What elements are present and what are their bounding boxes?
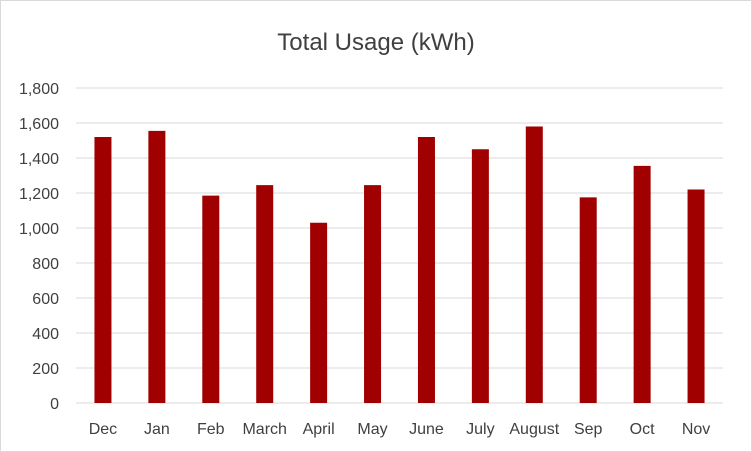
x-tick-label: March <box>242 421 286 438</box>
y-tick-label: 1,800 <box>19 81 59 98</box>
x-tick-label: Jan <box>144 421 170 438</box>
bar-april <box>310 222 328 403</box>
x-tick-label: July <box>466 421 494 438</box>
x-axis-labels: Dec Jan Feb March April May June July August Sep O… <box>89 421 711 438</box>
x-tick-label: May <box>357 421 387 438</box>
bar-oct <box>633 165 651 403</box>
x-tick-label: Feb <box>197 421 225 438</box>
bar-jan <box>148 130 166 403</box>
y-tick-label: 1,000 <box>19 221 59 238</box>
x-tick-label: August <box>509 421 559 438</box>
x-tick-label: April <box>303 421 335 438</box>
bar-may <box>364 185 382 403</box>
x-tick-label: June <box>409 421 444 438</box>
y-tick-label: 400 <box>32 326 59 343</box>
bar-august <box>525 126 543 403</box>
gridlines <box>76 87 723 404</box>
bar-march <box>256 185 274 403</box>
bar-dec <box>94 137 112 403</box>
y-tick-label: 1,400 <box>19 151 59 168</box>
y-tick-label: 800 <box>32 256 59 273</box>
chart-title: Total Usage (kWh) <box>277 29 474 56</box>
y-tick-label: 1,200 <box>19 186 59 203</box>
y-tick-label: 200 <box>32 361 59 378</box>
bar-nov <box>687 189 705 403</box>
bar-july <box>471 149 489 403</box>
y-axis-labels: 0 200 400 600 800 1,000 1,200 1,400 1,600 1,800 <box>19 81 59 413</box>
x-tick-label: Oct <box>630 421 655 438</box>
bar-sep <box>579 197 597 403</box>
x-tick-label: Nov <box>682 421 710 438</box>
bar-feb <box>202 195 220 403</box>
x-tick-label: Dec <box>89 421 117 438</box>
x-tick-label: Sep <box>574 421 603 438</box>
bar-june <box>417 137 435 403</box>
y-tick-label: 0 <box>50 396 59 413</box>
y-tick-label: 1,600 <box>19 116 59 133</box>
bars <box>94 126 705 403</box>
y-tick-label: 600 <box>32 291 59 308</box>
